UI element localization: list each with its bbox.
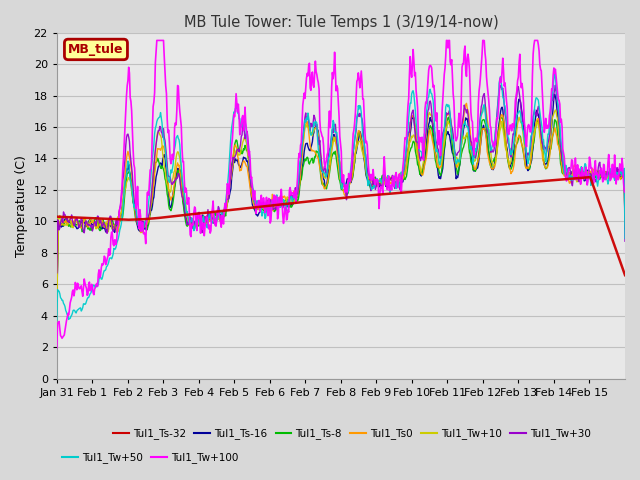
Title: MB Tule Tower: Tule Temps 1 (3/19/14-now): MB Tule Tower: Tule Temps 1 (3/19/14-now… bbox=[184, 15, 499, 30]
Legend: Tul1_Ts-32, Tul1_Ts-16, Tul1_Ts-8, Tul1_Ts0, Tul1_Tw+10, Tul1_Tw+30: Tul1_Ts-32, Tul1_Ts-16, Tul1_Ts-8, Tul1_… bbox=[109, 424, 595, 444]
Text: MB_tule: MB_tule bbox=[68, 43, 124, 56]
Legend: Tul1_Tw+50, Tul1_Tw+100: Tul1_Tw+50, Tul1_Tw+100 bbox=[58, 448, 243, 468]
Y-axis label: Temperature (C): Temperature (C) bbox=[15, 155, 28, 257]
